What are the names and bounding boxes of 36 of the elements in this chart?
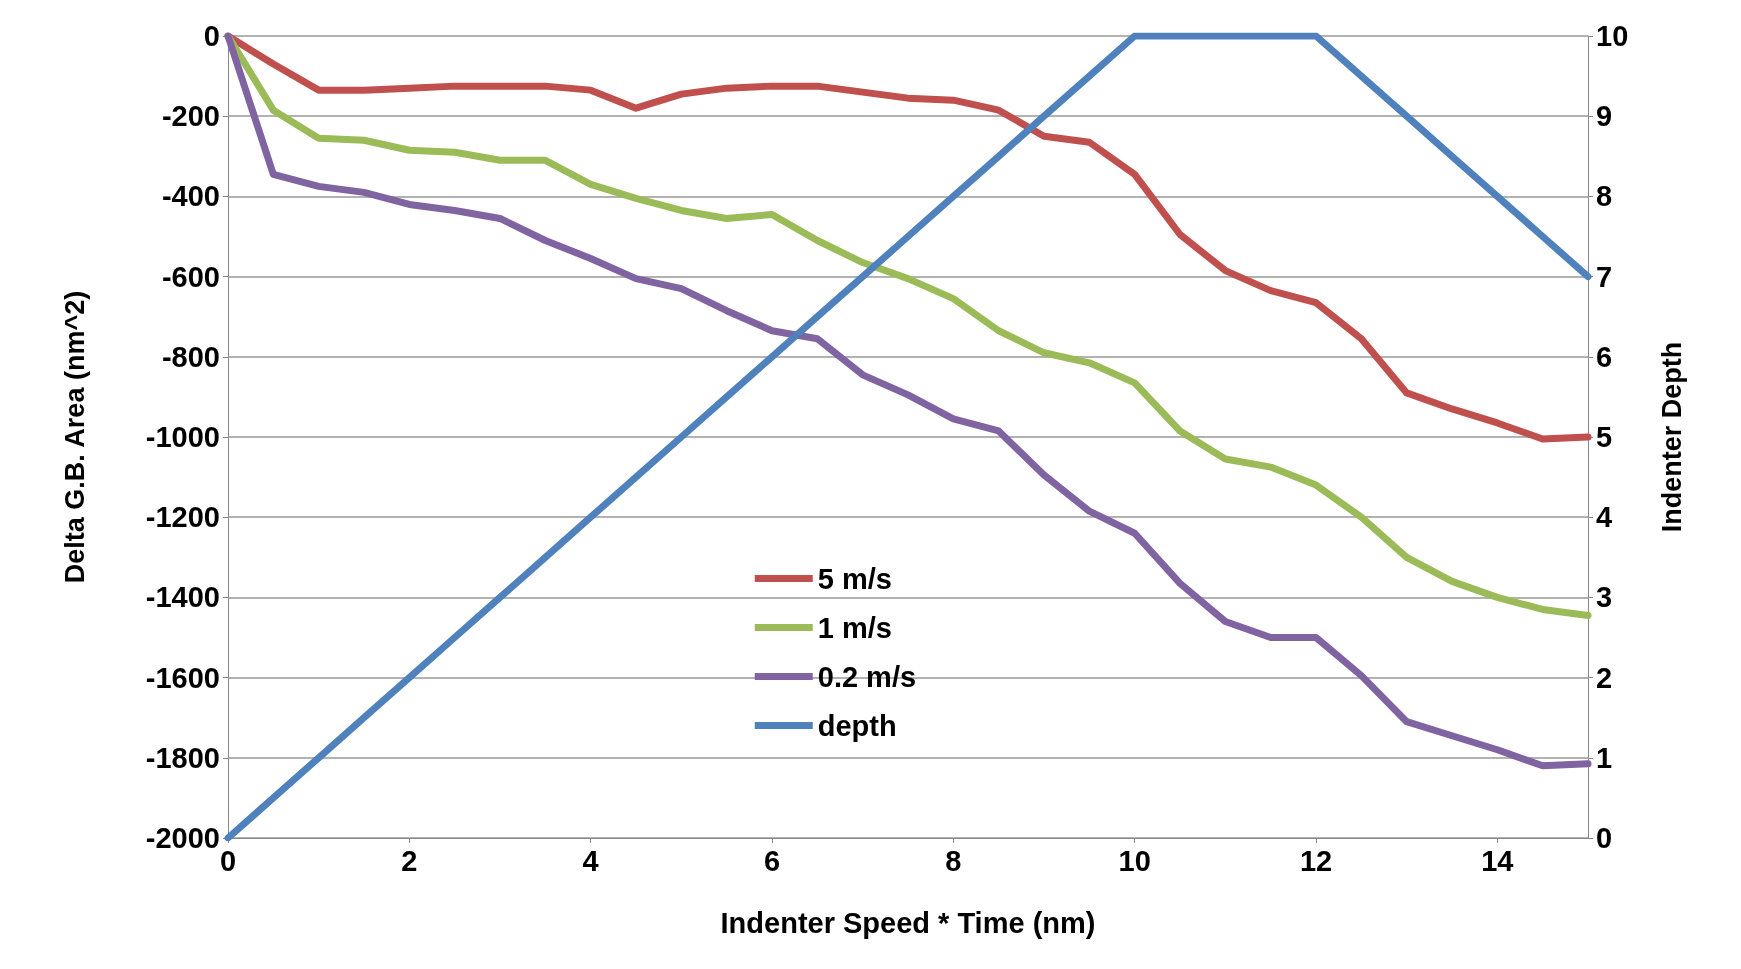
- y-axis-title: Delta G.B. Area (nm^2): [59, 290, 90, 584]
- y2-tick-label: 5: [1596, 421, 1613, 453]
- y2-tick-label: 9: [1596, 100, 1613, 133]
- legend-label: 0.2 m/s: [817, 660, 917, 693]
- y2-tick-label: 0: [1596, 822, 1613, 854]
- y2-tick-label: 7: [1596, 260, 1613, 293]
- y-tick-label: -2000: [145, 822, 220, 854]
- y-tick-label: -1600: [145, 661, 220, 694]
- legend-label: depth: [817, 709, 897, 742]
- y-tick-label: -600: [161, 260, 220, 293]
- y2-tick-label: 2: [1596, 661, 1613, 694]
- x-tick-label: 2: [401, 844, 418, 877]
- y-tick-label: -200: [161, 100, 220, 133]
- legend-label: 5 m/s: [817, 562, 892, 595]
- x-tick-label: 6: [763, 844, 781, 877]
- y-tick-label: -800: [161, 340, 220, 373]
- y-tick-label: -1000: [145, 421, 220, 453]
- x-tick-label: 4: [582, 844, 599, 877]
- x-tick-label: 12: [1299, 844, 1333, 877]
- y2-tick-label: 8: [1596, 180, 1613, 213]
- y2-tick-label: 10: [1596, 20, 1629, 52]
- y-tick-label: -1400: [145, 581, 220, 614]
- legend-label: 1 m/s: [817, 611, 892, 644]
- x-axis-title: Indenter Speed * Time (nm): [720, 906, 1096, 939]
- x-tick-label: 10: [1118, 844, 1151, 877]
- y-tick-label: -400: [161, 180, 220, 213]
- y2-tick-label: 1: [1596, 741, 1613, 774]
- y-tick-label: 0: [203, 20, 220, 52]
- y2-axis-title: Indenter Depth: [1656, 341, 1687, 533]
- y2-tick-label: 4: [1596, 501, 1613, 534]
- y2-tick-label: 3: [1596, 581, 1613, 614]
- x-tick-label: 8: [945, 844, 962, 877]
- y-tick-label: -1200: [145, 501, 220, 534]
- x-tick-label: 14: [1481, 844, 1514, 877]
- y2-tick-label: 6: [1596, 340, 1613, 373]
- y-tick-label: -1800: [145, 741, 220, 774]
